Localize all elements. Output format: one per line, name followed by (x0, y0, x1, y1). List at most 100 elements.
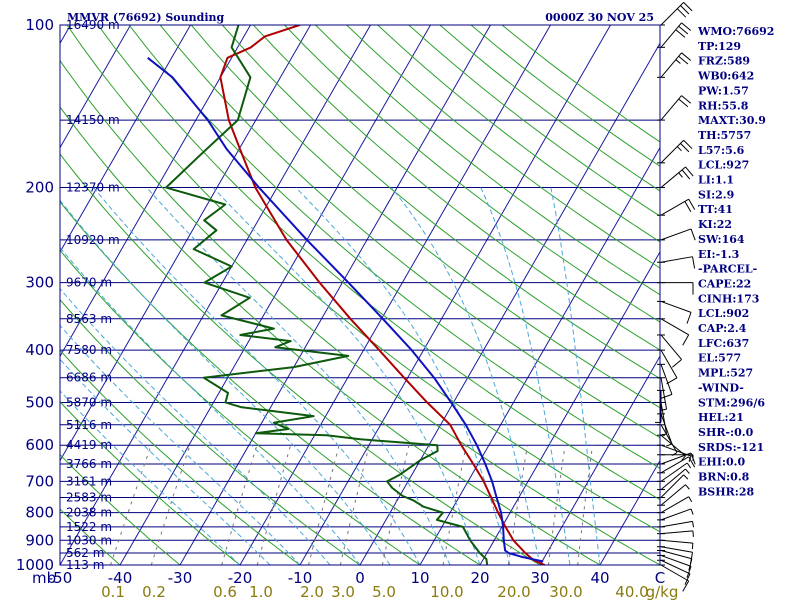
wind-barb (657, 377, 668, 411)
index-value: BRN:0.8 (698, 471, 750, 484)
wind-barb (657, 468, 690, 491)
index-value: LFC:637 (698, 337, 749, 350)
dry-adiabat-line (60, 59, 660, 565)
wind-barb-flag (666, 443, 673, 447)
wind-barb (657, 282, 694, 295)
wind-barb-flag (675, 29, 686, 38)
wind-barb-shaft (660, 424, 678, 453)
wind-barb-flag (666, 377, 678, 385)
index-value: EL:577 (698, 352, 741, 365)
wind-barb-flag (689, 552, 694, 565)
wind-barb (657, 318, 690, 346)
pressure-tick-label: 800 (25, 504, 54, 522)
wind-barb-flag (688, 496, 693, 503)
index-value: BSHR:28 (698, 485, 754, 498)
wind-barb-shaft (660, 468, 686, 490)
wind-barb-flag (691, 543, 694, 550)
temperature-tick-label: 30 (530, 569, 549, 587)
moist-adiabat-line (60, 246, 361, 565)
wind-barb-shaft (660, 530, 693, 535)
wind-barb-shaft (660, 364, 673, 395)
wind-barb-flag (688, 198, 696, 210)
temperature-tick-label: -50 (48, 569, 73, 587)
wind-barb (657, 462, 692, 482)
mixing-ratio-tick-label: 40.0 (615, 583, 648, 600)
mixing-ratio-line (507, 445, 528, 565)
moist-adiabat-line (391, 187, 541, 565)
isotherm-line (539, 355, 660, 565)
mixing-ratio-tick-label: 0.1 (101, 583, 125, 600)
isotherm-line (60, 25, 311, 462)
wind-barb-flag (684, 573, 691, 585)
wind-barb-shaft (660, 318, 689, 336)
height-label: 16490 m (66, 18, 120, 32)
wind-barb-shaft (660, 139, 684, 164)
wind-barb-shaft (660, 559, 691, 575)
wind-barbs (655, 2, 696, 592)
wind-barb-shaft (660, 564, 689, 582)
wind-barb-shaft (660, 256, 693, 263)
wind-barb (657, 520, 695, 528)
parcel-trace (147, 57, 544, 563)
mixing-ratio-tick-label: 30.0 (549, 583, 582, 600)
wind-barb-flag (686, 566, 692, 578)
plot-frame (59, 24, 661, 566)
wind-barb-shaft (660, 52, 682, 78)
wind-barb-shaft (660, 496, 689, 514)
wind-barb-shaft (660, 2, 684, 26)
mixing-ratio-line (308, 445, 340, 565)
wind-barb (657, 300, 692, 324)
wind-barb-shaft (660, 402, 668, 435)
dry-adiabat-line (346, 25, 660, 269)
mixing-ratio-line (547, 445, 566, 565)
index-value: MAXT:30.9 (698, 114, 766, 127)
index-value: CAPE:22 (698, 277, 751, 290)
index-value: L57:5.6 (698, 144, 745, 157)
wind-barb (657, 139, 693, 164)
height-label: 1030 m (66, 533, 112, 547)
dry-adiabat-line (128, 25, 660, 469)
dry-adiabat-line (60, 401, 241, 565)
wind-barb-shaft (660, 377, 668, 410)
mixing-ratio-tick-label: 10.0 (430, 583, 463, 600)
index-value: MPL:527 (698, 367, 753, 380)
wind-barb (657, 52, 692, 78)
dry-adiabat-line (60, 453, 181, 565)
mixing-ratio-line (381, 445, 410, 565)
wind-barb-flag (684, 201, 692, 213)
index-value: TT:41 (698, 203, 733, 216)
temperature-tick-label: -10 (288, 569, 313, 587)
wind-barb-flag (676, 146, 682, 152)
index-value: PW:1.57 (698, 84, 749, 97)
grid-lines (60, 25, 660, 565)
isotherm-line (359, 42, 660, 565)
wind-barb-flag (683, 139, 693, 150)
mixing-ratio-tick-label: 0.2 (142, 583, 166, 600)
height-label: 3766 m (66, 457, 112, 471)
wind-barb (657, 363, 673, 399)
wind-barb (657, 508, 694, 521)
index-value: KI:22 (698, 218, 732, 231)
moist-adiabat-line (295, 187, 511, 565)
moist-adiabat-line (60, 199, 391, 565)
pressure-tick-label: 400 (25, 341, 54, 359)
wind-barb-flag (680, 5, 690, 15)
wind-barb-shaft (660, 349, 678, 379)
wind-barb (657, 22, 692, 48)
index-value: LCL:902 (698, 307, 749, 320)
dry-adiabat-line (60, 349, 301, 565)
wind-barb-shaft (660, 550, 693, 560)
wind-barb-flag (678, 55, 689, 65)
height-label: 14150 m (66, 113, 120, 127)
wind-barb-flag (678, 172, 683, 178)
temperature-tick-label: 40 (590, 569, 609, 587)
wind-barb-flag (681, 52, 692, 61)
height-label: 3161 m (66, 474, 112, 488)
wind-barb (657, 546, 694, 565)
height-label: 10920 m (66, 233, 120, 247)
index-value: RH:55.8 (698, 99, 749, 112)
mixing-ratio-line (577, 445, 594, 565)
wind-barb-shaft (660, 520, 693, 528)
sounding-time: 0000Z 30 NOV 25 (545, 11, 654, 24)
pressure-tick-label: 700 (25, 472, 54, 490)
